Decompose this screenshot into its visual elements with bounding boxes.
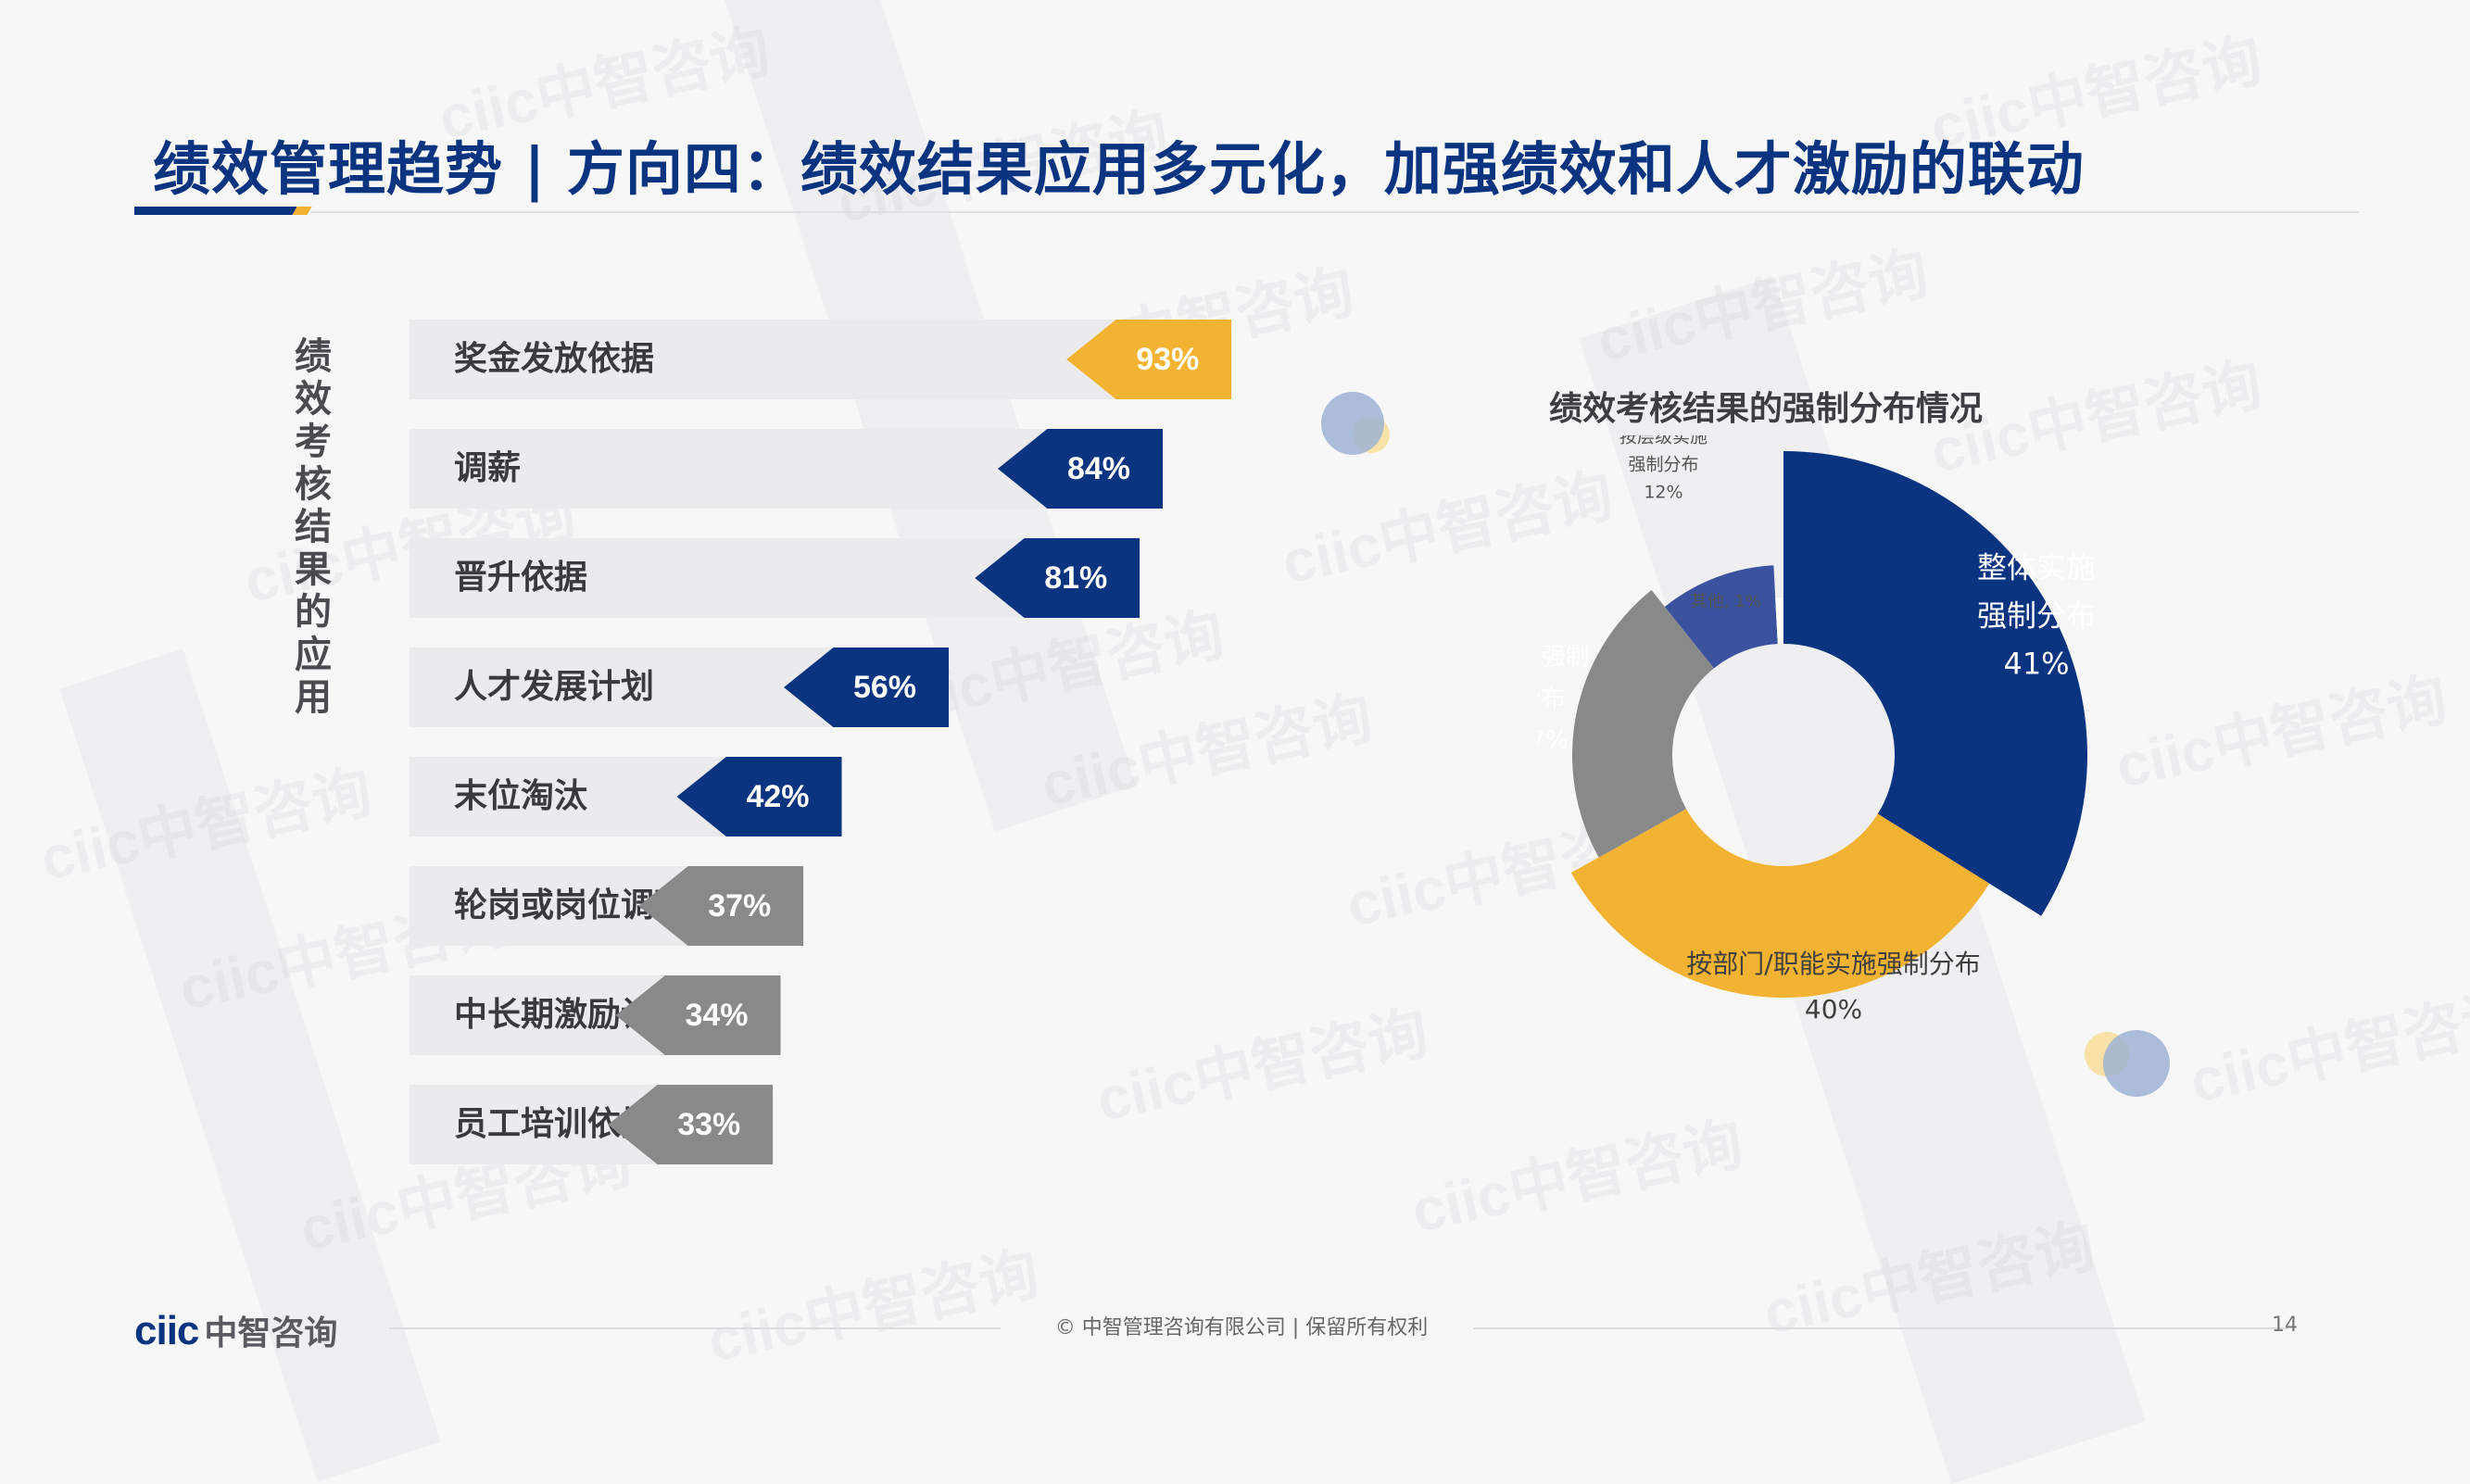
page-number: 14 <box>2272 1314 2298 1337</box>
bar-track <box>410 320 1195 399</box>
bar-value-label: 81% <box>1044 560 1108 596</box>
donut-value-label: 40% <box>1805 994 1862 1025</box>
donut-slice-label: 按层级实施 <box>1619 435 1708 446</box>
bar-category-label: 末位淘汰 <box>454 777 588 815</box>
bar-value-label: 37% <box>708 888 772 924</box>
footer-divider <box>1473 1327 2288 1329</box>
page-title: 绩效管理趋势 | 方向四：绩效结果应用多元化，加强绩效和人才激励的联动 <box>153 135 2085 203</box>
bar-category-label: 人才发展计划 <box>454 668 655 706</box>
bar-row: 末位淘汰 42% <box>410 757 1243 836</box>
bar-row: 中长期激励计划 34% <box>410 975 1243 1055</box>
footer-logo: ciic 中智咨询 <box>134 1306 337 1354</box>
watermark: ciic中智咨询 <box>1405 1109 1749 1245</box>
title-underline <box>134 207 296 215</box>
bar-row: 晋升依据 81% <box>410 538 1243 618</box>
bar-value-label: 93% <box>1136 342 1200 377</box>
title-divider <box>311 211 2359 213</box>
donut-slice-label: 分布 <box>1538 685 1566 712</box>
decor-circles-bottom <box>2085 1030 2170 1097</box>
bar-value-label: 42% <box>746 779 810 814</box>
donut-value-label: 12% <box>1644 482 1682 502</box>
donut-slice <box>1775 597 1783 645</box>
bar-category-label: 调薪 <box>454 449 522 487</box>
donut-slice-label: 整体实施 <box>1977 550 2094 585</box>
footer-divider <box>389 1327 1001 1329</box>
donut-slice-label: 强制分布 <box>1628 454 1698 474</box>
donut-slice-label: 没有强制 <box>1538 643 1590 671</box>
bar-category-label: 晋升依据 <box>454 559 588 597</box>
donut-slice <box>1664 565 1778 669</box>
donut-value-label: 27% <box>1538 726 1569 754</box>
bar-row: 人才发展计划 56% <box>410 648 1243 727</box>
decor-circles-top <box>1321 392 1390 455</box>
bar-row: 奖金发放依据 93% <box>410 320 1243 399</box>
footer-copyright: © 中智管理咨询有限公司 | 保留所有权利 <box>1054 1316 1429 1339</box>
donut-slice <box>1783 451 2087 916</box>
donut-value-label: 41% <box>2003 647 2069 682</box>
logo-cn: 中智咨询 <box>204 1314 338 1352</box>
donut-chart-title: 绩效考核结果的强制分布情况 <box>1549 390 1984 428</box>
background-stripe <box>59 648 441 1482</box>
donut-slice <box>1572 590 1715 858</box>
bar-row: 调薪 84% <box>410 429 1243 509</box>
bar-value-label: 56% <box>852 670 917 705</box>
watermark: ciic中智咨询 <box>2110 664 2453 800</box>
bar-section-label: 绩效考核结果的应用 <box>295 335 332 719</box>
logo-latin: ciic <box>134 1308 199 1353</box>
donut-slice-label: 强制分布 <box>1977 598 2094 634</box>
bar-value-label: 84% <box>1066 451 1131 486</box>
watermark: ciic中智咨询 <box>701 1239 1045 1375</box>
bar-row: 轮岗或岗位调整 37% <box>410 866 1243 946</box>
bar-value-label: 34% <box>685 998 749 1033</box>
bar-row: 员工培训依据 33% <box>410 1085 1243 1164</box>
bar-category-label: 奖金发放依据 <box>454 340 655 378</box>
watermark: ciic中智咨询 <box>2184 979 2470 1115</box>
donut-slice <box>1570 809 1990 998</box>
title-underline-accent <box>292 207 312 215</box>
donut-slice-label: 其他, 1% <box>1691 592 1761 611</box>
bar-value-label: 33% <box>677 1107 741 1142</box>
donut-chart: 整体实施强制分布41%按部门/职能实施强制分布40%没有强制分布27%按层级实施… <box>1538 435 2094 1025</box>
donut-slice-label: 按部门/职能实施强制分布 <box>1686 949 1980 979</box>
